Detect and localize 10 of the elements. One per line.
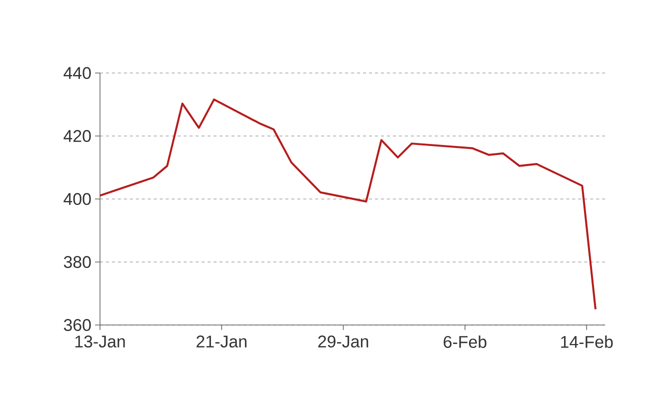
x-tick-label: 13-Jan — [75, 336, 125, 348]
y-tick-label: 400 — [64, 193, 91, 205]
y-tick-label: 440 — [64, 67, 91, 79]
x-tick-label: 6-Feb — [444, 336, 486, 348]
x-tick-label: 14-Feb — [561, 336, 613, 348]
y-tick-label: 360 — [64, 319, 91, 331]
y-tick-label: 420 — [64, 130, 91, 142]
y-tick-label: 380 — [64, 256, 91, 268]
x-tick-label: 29-Jan — [318, 336, 368, 348]
x-tick-label: 21-Jan — [196, 336, 246, 348]
